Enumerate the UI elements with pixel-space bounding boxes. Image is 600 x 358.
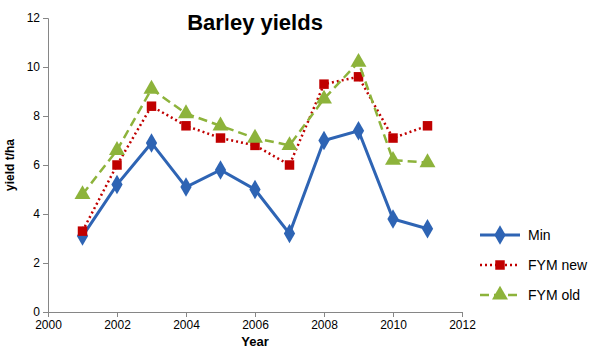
series-marker	[146, 133, 157, 153]
y-tick-label: 0	[33, 305, 40, 319]
series-marker	[319, 79, 328, 88]
series-marker	[353, 121, 364, 141]
x-tick: 2004	[173, 312, 200, 332]
x-tick-label: 2004	[173, 318, 200, 332]
x-tick-mark	[255, 312, 256, 317]
series-marker	[181, 121, 190, 130]
series-line	[83, 131, 428, 236]
series-marker	[420, 153, 436, 167]
x-tick: 2008	[311, 312, 338, 332]
x-tick-label: 2010	[380, 318, 407, 332]
series-marker	[285, 160, 294, 169]
y-tick-label: 2	[33, 256, 40, 270]
x-tick-label: 2012	[449, 318, 476, 332]
series-marker	[178, 104, 194, 118]
legend-label: Min	[528, 227, 551, 243]
y-tick-mark	[43, 214, 48, 215]
y-tick-mark	[43, 116, 48, 117]
y-tick: 2	[33, 256, 48, 270]
x-tick-mark	[117, 312, 118, 317]
series-marker	[247, 129, 263, 143]
series-marker	[216, 133, 225, 142]
series-marker	[318, 131, 329, 151]
series-marker	[147, 101, 156, 110]
series-marker	[387, 209, 398, 229]
series-marker	[77, 226, 88, 246]
series-marker	[284, 224, 295, 244]
series-marker	[180, 177, 191, 197]
y-axis-line	[43, 19, 49, 313]
series-marker	[215, 160, 226, 180]
x-tick-label: 2000	[35, 318, 62, 332]
y-tick-mark	[43, 263, 48, 264]
series-marker	[144, 80, 160, 94]
y-tick-label: 4	[33, 207, 40, 221]
y-tick-label: 10	[27, 60, 41, 74]
x-axis: 2000 2002 2004 2006 2008 2010 2012	[35, 312, 476, 332]
y-tick: 4	[33, 207, 48, 221]
y-tick-label: 8	[33, 109, 40, 123]
series-marker	[109, 141, 125, 155]
x-tick: 2012	[449, 312, 476, 332]
series-marker	[112, 160, 121, 169]
y-tick-mark	[43, 312, 48, 313]
legend-marker	[494, 225, 505, 245]
x-tick-label: 2008	[311, 318, 338, 332]
y-tick-mark	[43, 18, 48, 19]
y-tick: 6	[33, 158, 48, 172]
x-tick-mark	[462, 312, 463, 317]
series-marker	[78, 226, 87, 235]
y-tick: 8	[33, 109, 48, 123]
legend: Min FYM new FYM old	[480, 225, 588, 303]
legend-marker	[495, 260, 504, 269]
chart: 2000 2002 2004 2006 2008 2010 2012 0 2 4 6 8 10 12 Bar…	[0, 0, 600, 358]
x-tick: 2006	[242, 312, 269, 332]
series-marker	[388, 133, 397, 142]
series-marker	[249, 180, 260, 200]
series-line	[83, 77, 428, 231]
x-tick-label: 2006	[242, 318, 269, 332]
y-tick-mark	[43, 67, 48, 68]
x-axis-line	[49, 313, 463, 318]
y-tick-label: 12	[27, 11, 41, 25]
x-tick: 2002	[104, 312, 131, 332]
x-tick: 2010	[380, 312, 407, 332]
series-marker	[385, 151, 401, 165]
y-tick: 0	[33, 305, 48, 319]
series-marker	[351, 53, 367, 67]
series-marker	[316, 90, 332, 104]
series-marker	[75, 185, 91, 199]
legend-label: FYM old	[528, 287, 580, 303]
series-marker	[282, 136, 298, 150]
plot-area	[75, 53, 436, 246]
legend-label: FYM new	[528, 257, 588, 273]
series-marker	[423, 121, 432, 130]
x-axis-title: Year	[241, 334, 268, 349]
y-tick: 12	[27, 11, 48, 25]
x-tick-mark	[186, 312, 187, 317]
y-tick-label: 6	[33, 158, 40, 172]
x-tick-label: 2002	[104, 318, 131, 332]
y-tick-mark	[43, 165, 48, 166]
series-marker	[422, 219, 433, 239]
x-tick-mark	[393, 312, 394, 317]
series-marker	[111, 175, 122, 195]
series-marker	[213, 117, 229, 131]
x-tick-mark	[324, 312, 325, 317]
y-axis-title: yield t/ha	[3, 139, 17, 191]
y-axis: 0 2 4 6 8 10 12	[27, 11, 49, 319]
y-tick: 10	[27, 60, 48, 74]
series-line	[83, 62, 428, 194]
title: Barley yields	[187, 10, 323, 35]
legend-marker	[492, 286, 508, 300]
